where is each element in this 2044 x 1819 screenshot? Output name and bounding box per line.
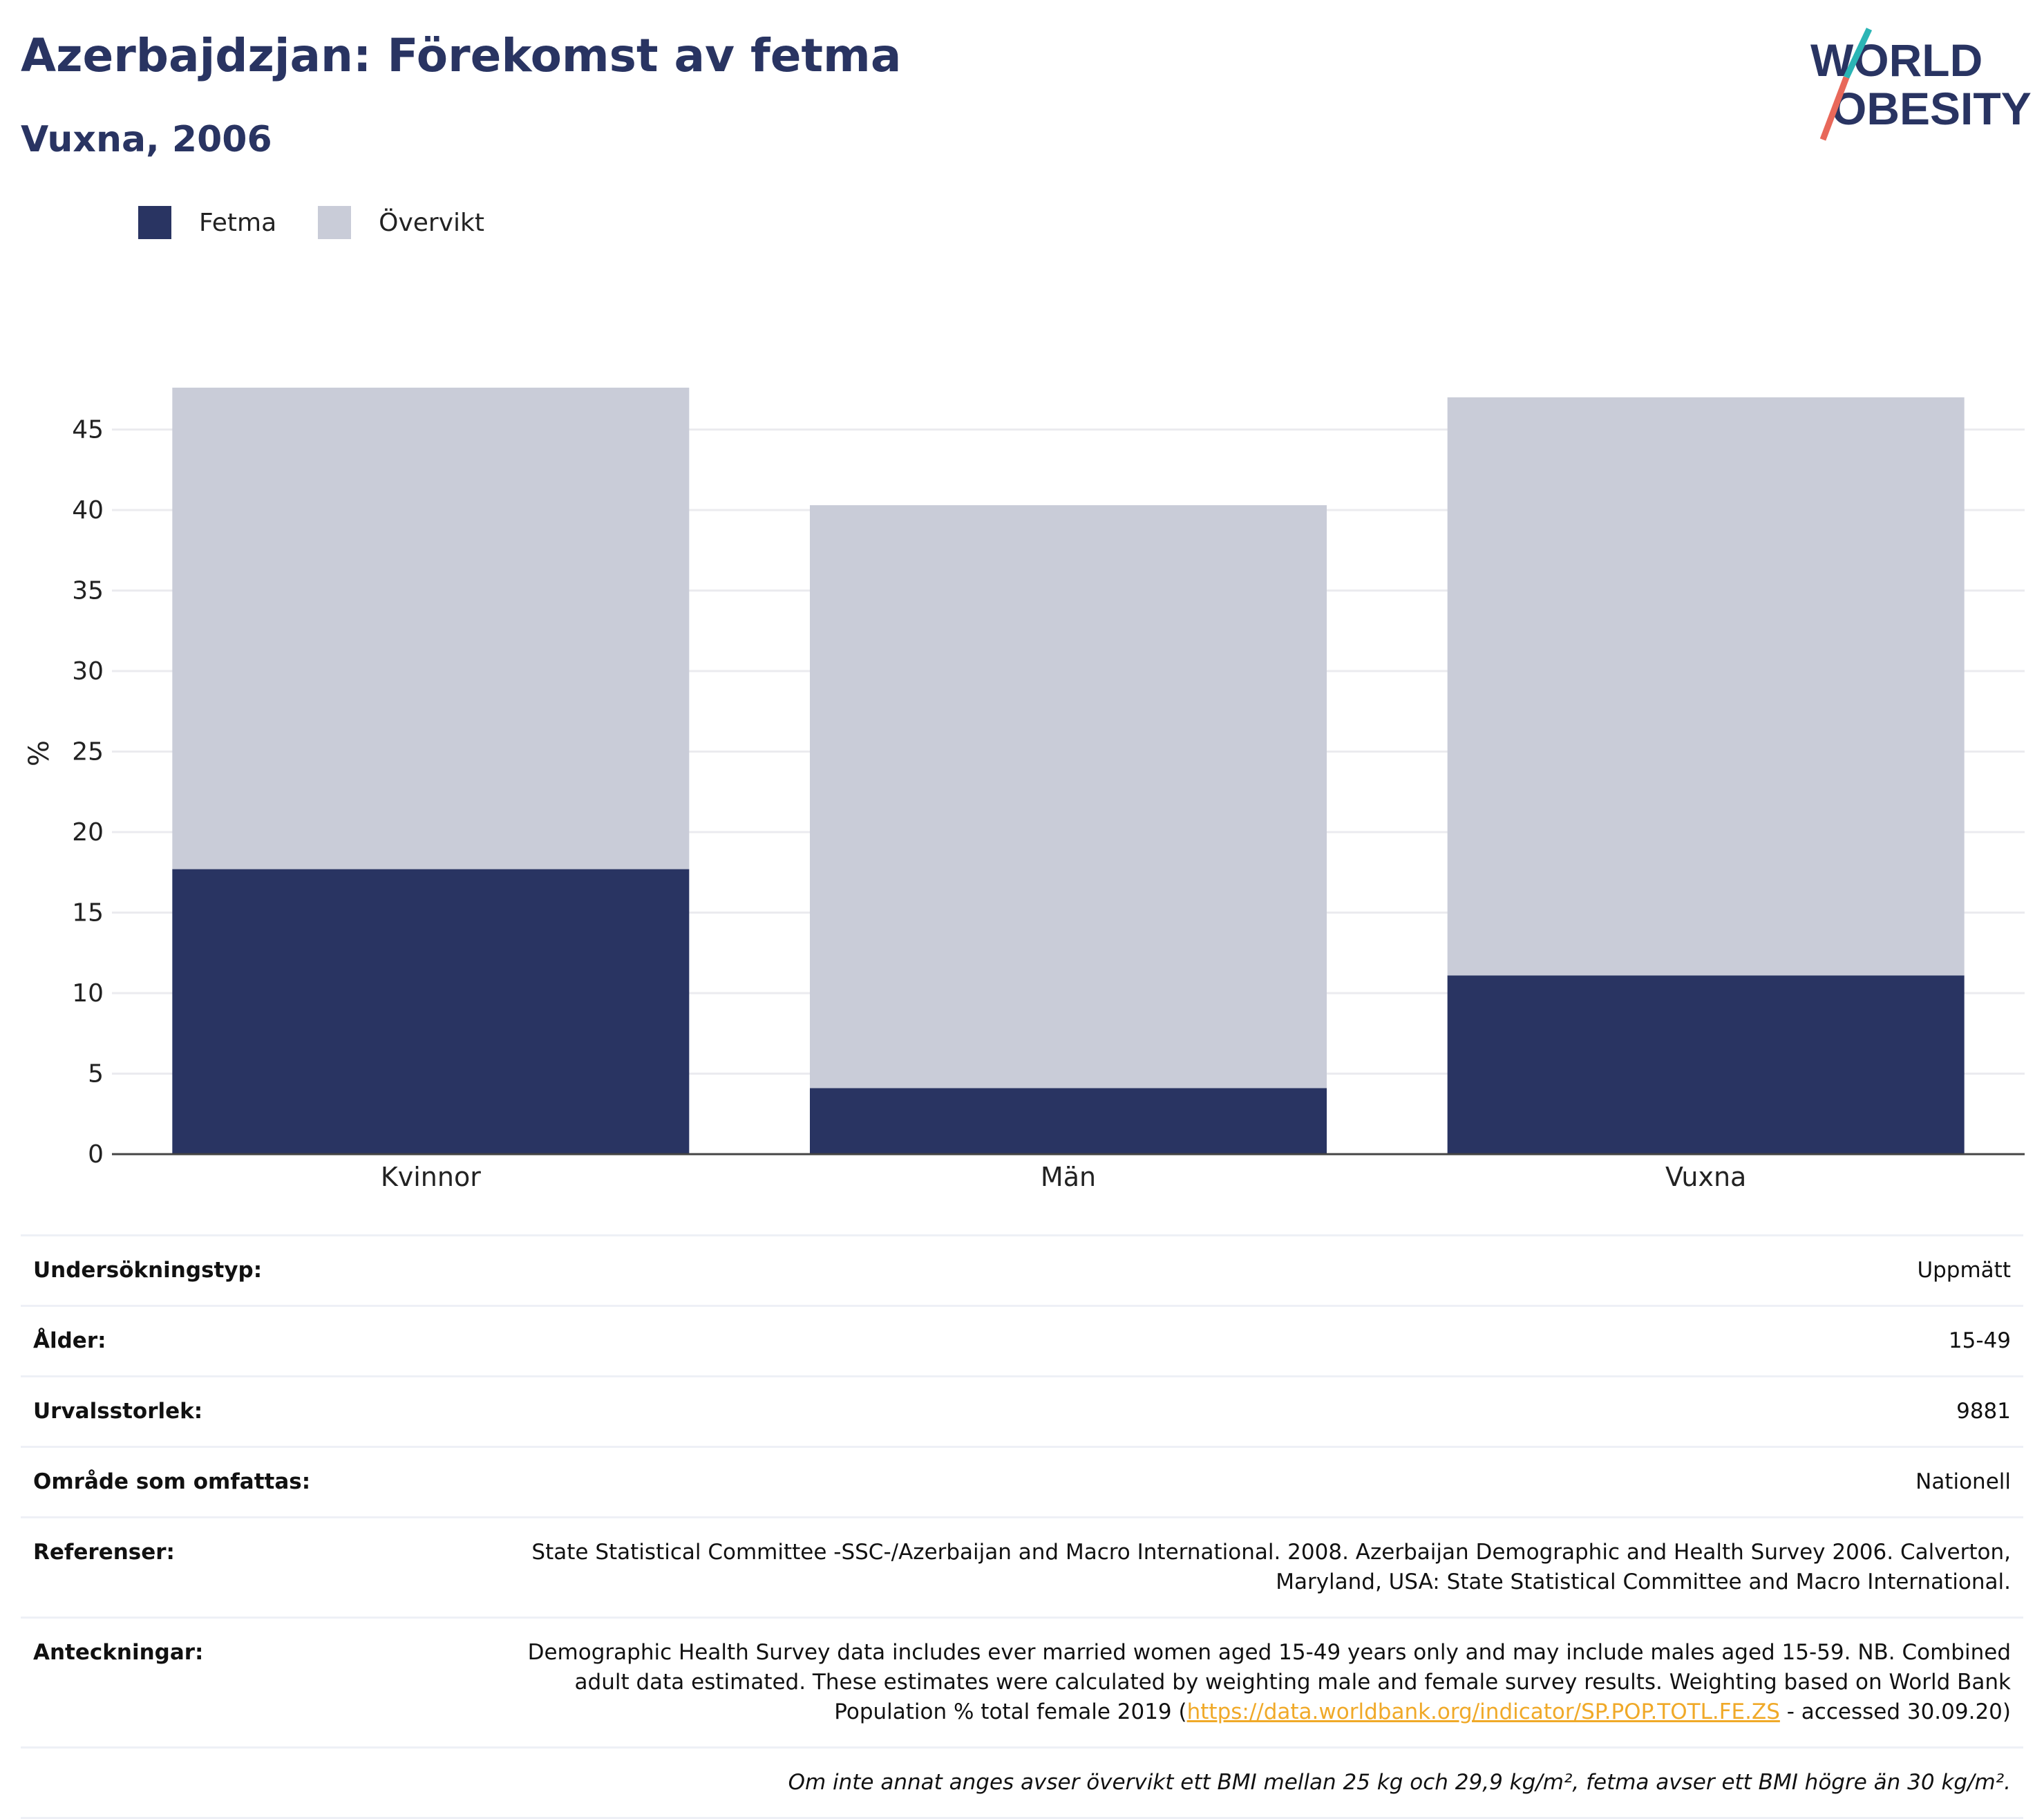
info-label: Ålder: [33, 1328, 106, 1353]
bar-overvikt-0 [172, 387, 690, 869]
info-table: Undersökningstyp: Uppmätt Ålder: 15-49 U… [21, 1234, 2023, 1819]
chart-legend: Fetma Övervikt [138, 206, 526, 239]
world-obesity-logo: WORLD OBESITY [1810, 28, 2032, 141]
y-tick-label: 15 [72, 899, 104, 927]
info-label: Urvalsstorlek: [33, 1399, 203, 1424]
bar-fetma-0 [172, 869, 690, 1154]
y-tick-label: 40 [72, 496, 104, 525]
info-row-age: Ålder: 15-49 [21, 1305, 2023, 1375]
logo-slash-teal [1843, 28, 1873, 79]
info-label: Referenser: [33, 1540, 175, 1565]
x-tick-label: Kvinnor [381, 1162, 481, 1192]
y-tick-label: 5 [88, 1060, 104, 1088]
info-row-coverage: Område som omfattas: Nationell [21, 1446, 2023, 1516]
worldbank-link[interactable]: https://data.worldbank.org/indicator/SP.… [1186, 1699, 1780, 1724]
legend-item-fetma: Fetma [138, 206, 276, 239]
info-row-notes: Anteckningar: Demographic Health Survey … [21, 1617, 2023, 1746]
y-tick-label: 20 [72, 818, 104, 847]
legend-swatch-fetma [138, 206, 171, 239]
bar-overvikt-2 [1447, 397, 1965, 976]
info-row-references: Referenser: State Statistical Committee … [21, 1516, 2023, 1617]
info-value: Nationell [1915, 1469, 2011, 1494]
info-value: Uppmätt [1917, 1258, 2011, 1283]
info-row-sample-size: Urvalsstorlek: 9881 [21, 1375, 2023, 1446]
legend-label-overvikt: Övervikt [379, 208, 484, 237]
logo-line2: OBESITY [1831, 83, 2032, 134]
bar-fetma-1 [810, 1088, 1327, 1154]
y-tick-label: 10 [72, 979, 104, 1008]
y-tick-label: 35 [72, 577, 104, 605]
info-value: Demographic Health Survey data includes … [525, 1638, 2011, 1727]
info-footnote: Om inte annat anges avser övervikt ett B… [21, 1746, 2023, 1819]
logo-slash-red [1819, 76, 1850, 141]
y-axis-label: % [23, 740, 55, 766]
info-label: Anteckningar: [33, 1640, 204, 1665]
chart-title: Azerbajdzjan: Förekomst av fetma [21, 29, 902, 82]
info-value: 9881 [1956, 1399, 2011, 1424]
info-row-survey-type: Undersökningstyp: Uppmätt [21, 1234, 2023, 1305]
info-value: 15-49 [1948, 1328, 2011, 1353]
y-tick-label: 0 [88, 1140, 104, 1169]
y-tick-label: 30 [72, 657, 104, 686]
logo-line1: WORLD [1810, 35, 1983, 86]
y-tick-label: 25 [72, 738, 104, 766]
info-label: Undersökningstyp: [33, 1258, 263, 1283]
chart-subtitle: Vuxna, 2006 [21, 119, 272, 160]
legend-item-overvikt: Övervikt [318, 206, 484, 239]
bar-overvikt-1 [810, 505, 1327, 1088]
notes-text: Demographic Health Survey data includes … [527, 1640, 2011, 1724]
x-tick-label: Vuxna [1665, 1162, 1746, 1192]
bar-fetma-2 [1447, 975, 1965, 1154]
bar-chart: 0 5 10 15 20 25 30 35 40 45% Kvinnor Män Vuxna [23, 387, 2025, 1192]
info-value: State Statistical Committee -SSC-/Azerba… [531, 1540, 2011, 1594]
notes-text-end: - accessed 30.09.20) [1779, 1699, 2011, 1724]
legend-swatch-overvikt [318, 206, 352, 239]
info-label: Område som omfattas: [33, 1469, 311, 1494]
footnote-text: Om inte annat anges avser övervikt ett B… [788, 1770, 2011, 1795]
x-tick-label: Män [1041, 1162, 1096, 1192]
legend-label-fetma: Fetma [199, 208, 277, 237]
y-tick-label: 45 [72, 416, 104, 444]
